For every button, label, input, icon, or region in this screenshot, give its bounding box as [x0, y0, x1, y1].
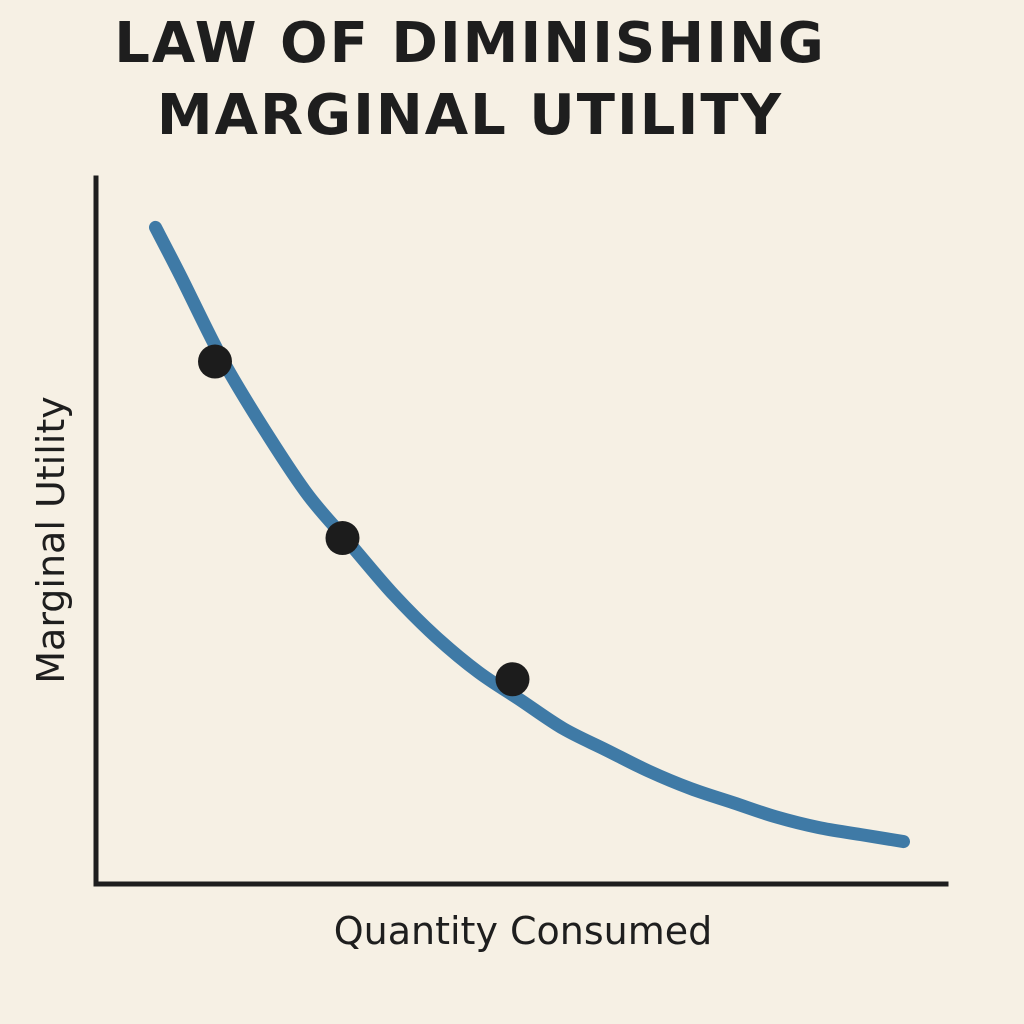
- data-point-1: [198, 344, 232, 379]
- x-axis-label: Quantity Consumed: [334, 909, 713, 953]
- data-point-2: [325, 521, 360, 556]
- chart-title: LAW OF DIMINISHING MARGINAL UTILITY: [0, 8, 940, 152]
- chart-title-line-2: MARGINAL UTILITY: [156, 83, 784, 148]
- chart-title-line-1: LAW OF DIMINISHING: [114, 11, 826, 76]
- data-point-3: [495, 662, 530, 697]
- y-axis-label: Marginal Utility: [29, 396, 73, 684]
- marked-points: [198, 344, 530, 697]
- marginal-utility-curve: [149, 220, 910, 849]
